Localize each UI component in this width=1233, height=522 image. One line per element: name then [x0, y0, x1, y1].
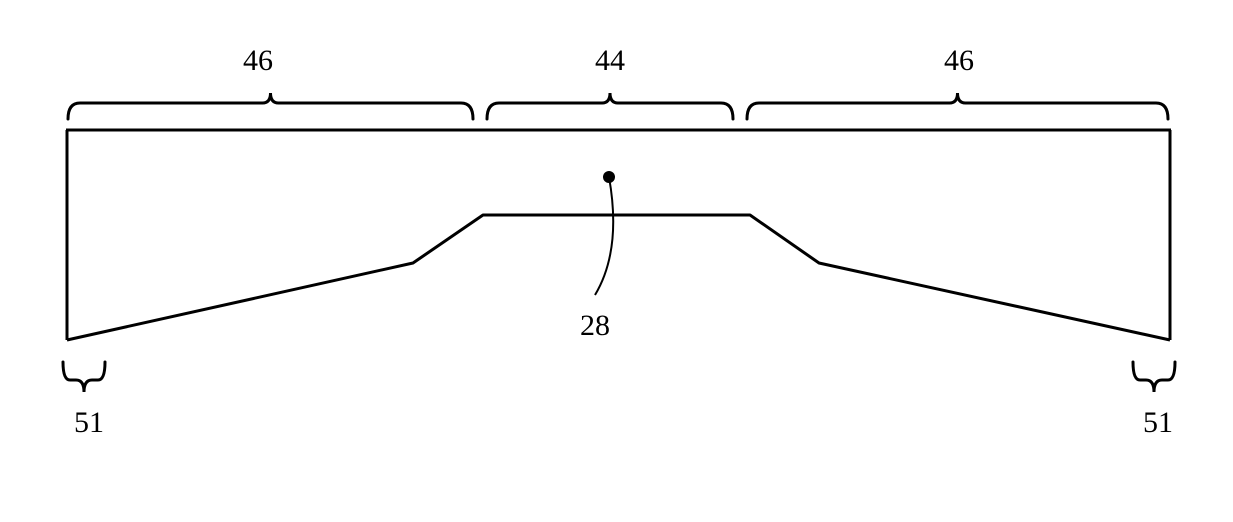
- brace-top-right: [747, 93, 1168, 119]
- label-44: 44: [595, 44, 625, 77]
- label-51-left: 51: [74, 406, 104, 439]
- brace-top-center: [487, 93, 733, 119]
- leader-line: [595, 177, 613, 295]
- brace-bottom-left: [63, 362, 105, 392]
- label-46-right: 46: [944, 44, 974, 77]
- outline-bottom-profile: [67, 215, 1170, 340]
- brace-top-left: [68, 93, 473, 119]
- brace-bottom-right: [1133, 362, 1175, 392]
- label-51-right: 51: [1143, 406, 1173, 439]
- label-46-left: 46: [243, 44, 273, 77]
- label-28: 28: [580, 309, 610, 342]
